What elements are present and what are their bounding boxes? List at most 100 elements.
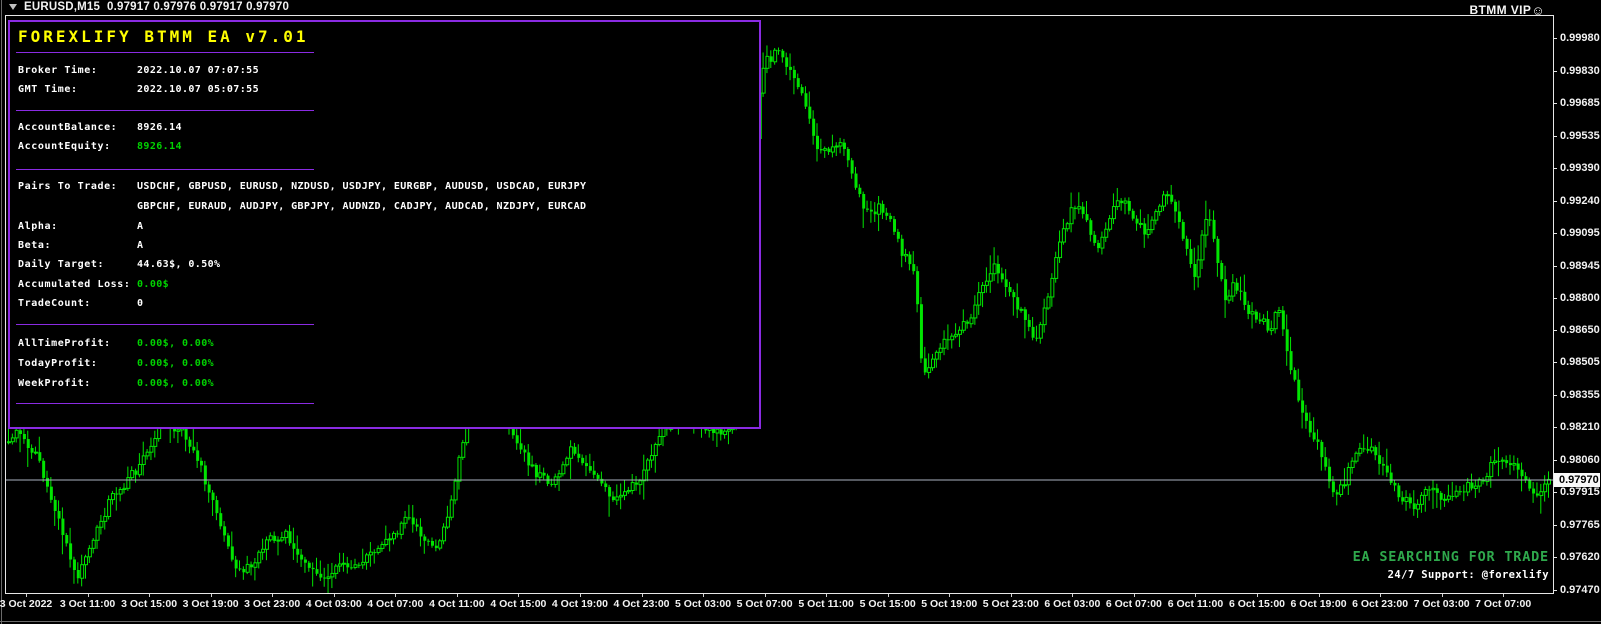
time-axis-label: 6 Oct 15:00 (1228, 598, 1286, 610)
candle (1050, 273, 1055, 307)
panel-row-value: USDCHF, GBPUSD, EURUSD, NZDUSD, USDJPY, … (137, 181, 587, 192)
candle (253, 558, 258, 581)
candle (792, 65, 796, 95)
candle (1150, 216, 1155, 234)
candle (923, 346, 927, 376)
candle (600, 471, 604, 487)
candle (808, 91, 812, 124)
candle (850, 157, 854, 179)
candle (1196, 245, 1201, 288)
price-axis-label: 0.98210 (1560, 421, 1600, 434)
candle (581, 454, 585, 466)
window-left-edge (1, 0, 2, 624)
candle (1316, 429, 1320, 450)
candle (373, 549, 377, 564)
candle (1346, 462, 1351, 495)
candle (950, 333, 955, 349)
panel-row-label: Pairs To Trade: (18, 181, 118, 192)
price-axis-label: 0.99685 (1560, 96, 1600, 109)
time-axis-label: 4 Oct 15:00 (490, 598, 547, 610)
price-axis[interactable]: 0.99980 0.99830 0.99685 0.99535 0.99390 0.992… (1553, 15, 1601, 596)
candle (1266, 310, 1270, 333)
candle (1339, 479, 1344, 498)
candle (773, 48, 778, 65)
time-axis-label: 3 Oct 11:00 (59, 598, 116, 610)
candle (1200, 229, 1205, 270)
chart-dropdown-icon[interactable] (9, 4, 17, 10)
candle (396, 530, 400, 538)
price-tick (1553, 525, 1557, 527)
candle (1516, 457, 1520, 479)
candle (1085, 200, 1089, 223)
candle (153, 430, 158, 458)
candle (1046, 293, 1051, 311)
time-axis[interactable]: 3 Oct 2022 3 Oct 11:00 3 Oct 15:00 3 Oct 19… (0, 594, 1601, 621)
candle (30, 444, 34, 459)
candle (145, 449, 150, 460)
candle (1446, 484, 1451, 503)
candle (530, 455, 535, 468)
candle (1269, 320, 1274, 336)
panel-row-value: 2022.10.07 05:07:55 (137, 84, 259, 95)
candle (1135, 215, 1139, 231)
candle (91, 538, 96, 554)
candle (1273, 310, 1278, 334)
candle (42, 458, 46, 483)
candle (1532, 482, 1536, 503)
candle (122, 483, 127, 494)
panel-separator (16, 52, 314, 53)
price-tick (1553, 362, 1557, 364)
price-axis-label: 0.99390 (1560, 161, 1600, 174)
candle (380, 541, 385, 552)
candle (854, 166, 858, 190)
candle (1497, 447, 1501, 477)
panel-row-label: Beta: (18, 240, 52, 251)
time-tick (518, 594, 520, 597)
candle (442, 523, 447, 545)
candle (411, 504, 415, 533)
candle (384, 525, 389, 547)
candle (284, 529, 289, 544)
chart-border-right (1553, 15, 1554, 594)
candle (623, 479, 627, 501)
candle (234, 555, 238, 578)
candle (419, 518, 423, 547)
current-price-label: 0.97970 (1554, 473, 1600, 488)
candle (615, 484, 620, 506)
candle (988, 255, 993, 293)
time-tick (333, 594, 335, 597)
candle (1146, 214, 1151, 239)
candle (938, 343, 943, 361)
time-tick (703, 594, 705, 597)
price-axis-label: 0.98650 (1560, 324, 1600, 337)
candle (862, 191, 866, 228)
candle (1077, 192, 1082, 214)
candle (1042, 298, 1047, 333)
candle (61, 507, 65, 555)
candle (1543, 475, 1548, 502)
panel-row-label: GMT Time: (18, 84, 78, 95)
candle (1308, 412, 1312, 438)
candle (1493, 449, 1498, 465)
price-axis-label: 0.99535 (1560, 129, 1600, 142)
candle (900, 234, 904, 268)
candle (126, 466, 131, 491)
candle (846, 147, 850, 168)
panel-row-label: AccountEquity: (18, 141, 111, 152)
price-tick (1553, 135, 1557, 137)
candle (219, 507, 223, 530)
candle (1008, 281, 1012, 297)
price-tick (1553, 460, 1557, 462)
candle (785, 52, 789, 76)
candle (226, 532, 230, 550)
candle (927, 353, 932, 379)
candle (1254, 309, 1258, 323)
candle (1482, 477, 1486, 485)
panel-row-label: AccountBalance: (18, 122, 118, 133)
time-tick (1072, 594, 1074, 597)
candle (604, 480, 608, 492)
candle (365, 552, 370, 570)
candle (1035, 325, 1039, 342)
candle (992, 247, 997, 282)
price-tick (1553, 70, 1557, 72)
